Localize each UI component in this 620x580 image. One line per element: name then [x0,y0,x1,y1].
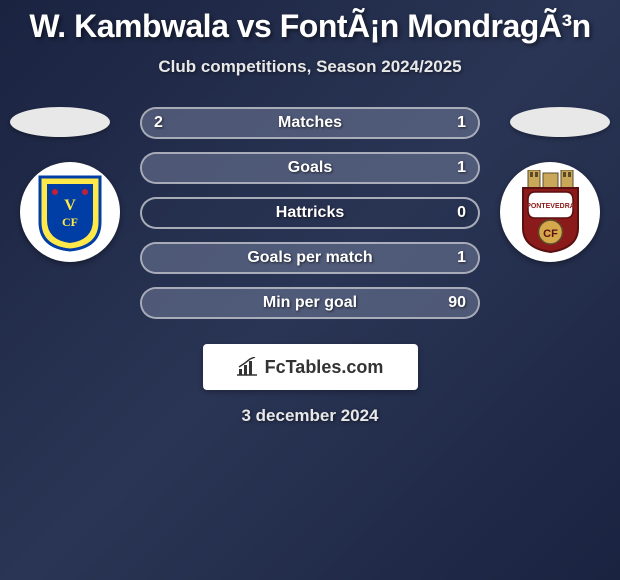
stat-right-value: 1 [457,249,466,267]
stat-label: Hattricks [276,204,344,222]
stat-bar-goals-per-match: Goals per match 1 [140,242,480,274]
stat-right-value: 1 [457,159,466,177]
stat-left-value: 2 [154,114,163,132]
svg-text:V: V [64,197,76,214]
chart-icon [237,357,259,377]
left-club-badge: V CF [20,162,120,262]
stat-bar-hattricks: Hattricks 0 [140,197,480,229]
page-title: W. Kambwala vs FontÃ¡n MondragÃ³n [0,8,620,45]
stat-label: Goals per match [247,249,372,267]
stat-right-value: 90 [448,294,466,312]
stat-bar-goals: Goals 1 [140,152,480,184]
brand-footer: FcTables.com [203,344,418,390]
svg-text:CF: CF [543,228,558,240]
stats-bars: 2 Matches 1 Goals 1 Hattricks 0 Goals pe… [140,107,480,319]
svg-text:CF: CF [62,215,78,229]
stat-bar-min-per-goal: Min per goal 90 [140,287,480,319]
villarreal-crest-icon: V CF [35,172,105,252]
stat-label: Min per goal [263,294,357,312]
stat-label: Matches [278,114,342,132]
stat-right-value: 0 [457,204,466,222]
right-player-ellipse [510,107,610,137]
footer-date: 3 december 2024 [0,406,620,426]
svg-text:PONTEVEDRA: PONTEVEDRA [526,203,575,210]
left-player-ellipse [10,107,110,137]
brand-text: FcTables.com [265,357,384,378]
stat-right-value: 1 [457,114,466,132]
comparison-content: V CF PONTEVEDRA CF 2 Matches 1 [0,107,620,426]
pontevedra-crest-icon: PONTEVEDRA CF [513,170,588,255]
page-subtitle: Club competitions, Season 2024/2025 [0,57,620,77]
right-club-badge: PONTEVEDRA CF [500,162,600,262]
header: W. Kambwala vs FontÃ¡n MondragÃ³n Club c… [0,0,620,77]
stat-bar-matches: 2 Matches 1 [140,107,480,139]
stat-label: Goals [288,159,332,177]
